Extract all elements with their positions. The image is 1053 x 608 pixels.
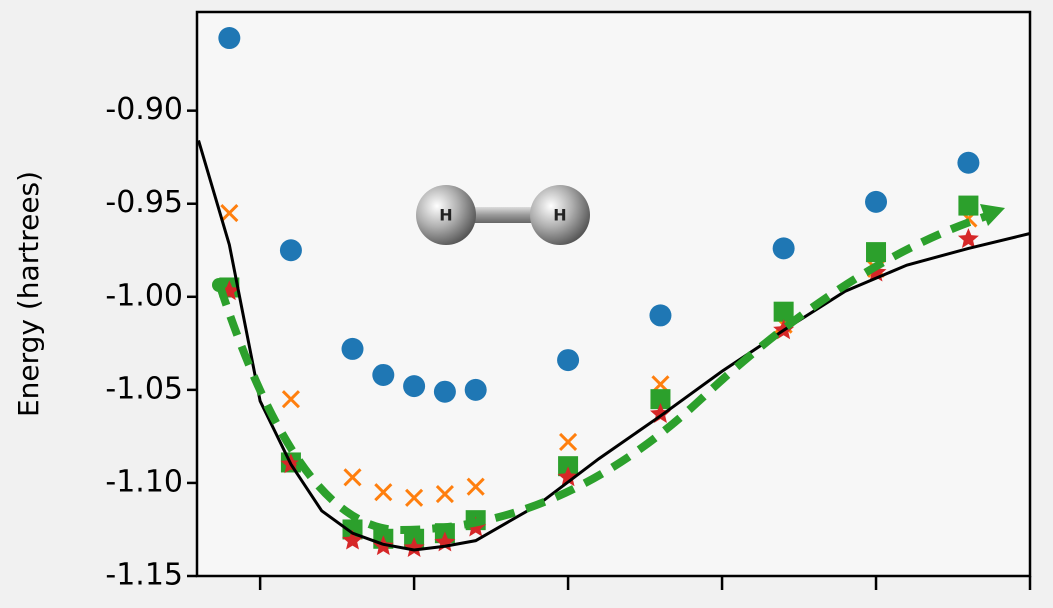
atom bbox=[530, 185, 590, 245]
point bbox=[218, 27, 241, 50]
point bbox=[405, 488, 424, 507]
trend-arrow bbox=[212, 204, 1005, 535]
point bbox=[957, 228, 979, 248]
bond bbox=[455, 207, 555, 223]
y-tick-label: -0.90 bbox=[105, 92, 183, 127]
molecule: H H bbox=[416, 185, 590, 245]
point bbox=[865, 190, 888, 213]
point bbox=[435, 485, 454, 504]
point bbox=[220, 203, 239, 223]
atom bbox=[416, 185, 476, 245]
point bbox=[433, 380, 456, 403]
point bbox=[464, 378, 487, 401]
point bbox=[650, 389, 671, 410]
y-tick-label: -1.15 bbox=[105, 558, 183, 593]
point bbox=[557, 349, 580, 372]
point bbox=[466, 477, 485, 496]
point bbox=[342, 529, 363, 550]
atom-label: H bbox=[439, 206, 452, 225]
point bbox=[772, 237, 795, 260]
y-tick-label: -1.00 bbox=[105, 278, 183, 313]
point bbox=[372, 363, 395, 386]
point bbox=[374, 483, 393, 502]
point bbox=[279, 239, 302, 262]
plot-area bbox=[195, 10, 1032, 578]
y-tick-label: -1.05 bbox=[105, 371, 183, 406]
point bbox=[957, 151, 980, 174]
point bbox=[866, 242, 887, 263]
point bbox=[343, 468, 362, 487]
arrow-start bbox=[212, 278, 226, 292]
point bbox=[281, 390, 300, 409]
atom-label: H bbox=[553, 206, 566, 225]
point bbox=[649, 304, 672, 327]
y-tick-label: -0.95 bbox=[105, 185, 183, 220]
point bbox=[557, 466, 579, 487]
point bbox=[341, 337, 364, 360]
point bbox=[403, 537, 425, 557]
point bbox=[403, 375, 426, 398]
point bbox=[559, 432, 578, 452]
y-tick-label: -1.10 bbox=[105, 464, 183, 499]
y-axis-label: Energy (hartrees) bbox=[12, 171, 45, 417]
curve bbox=[197, 140, 1031, 552]
dashed-arrow bbox=[216, 211, 992, 535]
point bbox=[558, 456, 579, 477]
point bbox=[958, 195, 979, 216]
arrow-head bbox=[980, 204, 1005, 226]
point bbox=[773, 301, 794, 322]
